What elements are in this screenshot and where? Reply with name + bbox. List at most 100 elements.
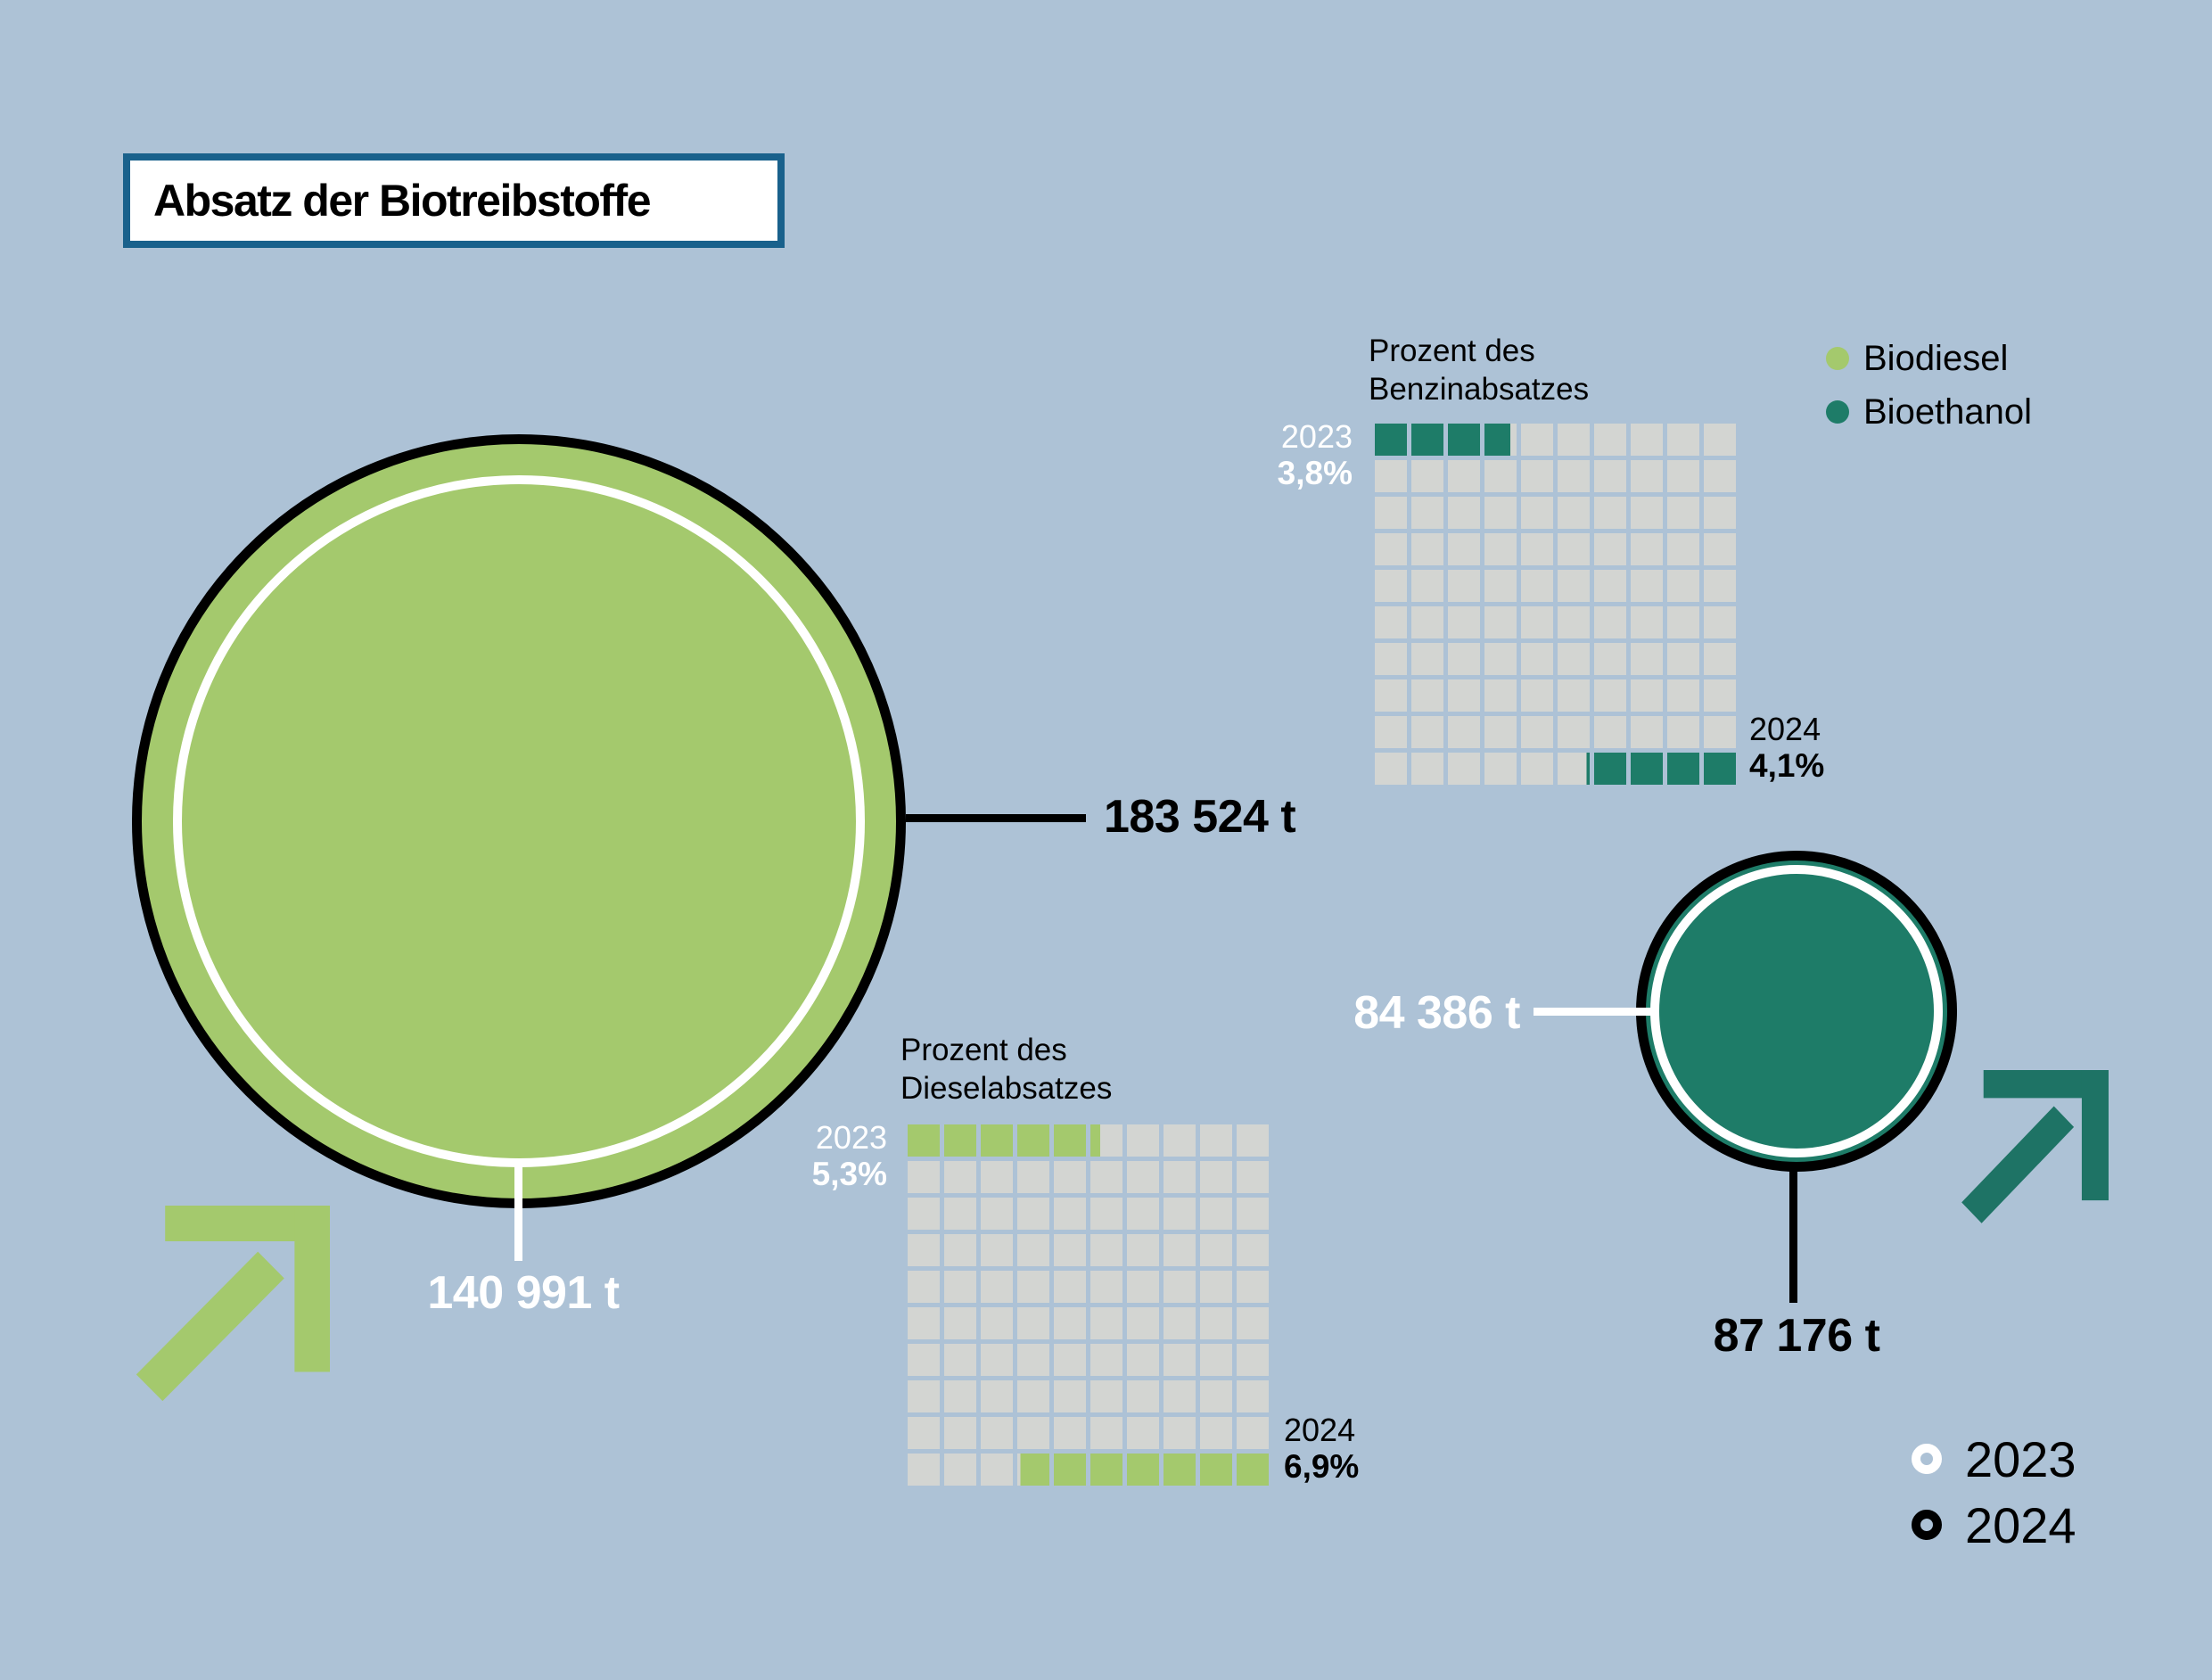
biodiesel-2023-value: 140 991 t — [427, 1267, 620, 1319]
waffle-cell — [1164, 1161, 1196, 1193]
waffle-cell — [1521, 643, 1553, 675]
waffle-cell — [1054, 1271, 1086, 1303]
waffle-cell — [1090, 1271, 1122, 1303]
waffle-cell — [1704, 570, 1736, 602]
waffle-cell — [1090, 1417, 1122, 1449]
waffle-cell — [1375, 716, 1407, 748]
waffle-cell — [1411, 679, 1443, 712]
waffle-cell — [1164, 1124, 1196, 1157]
waffle-cell — [1375, 424, 1407, 456]
waffle-cell — [1164, 1271, 1196, 1303]
growth-arrow-biodiesel-icon — [136, 1206, 330, 1402]
connector-line-bioethanol-2023 — [1534, 1008, 1656, 1016]
waffle-cell — [1054, 1234, 1086, 1266]
waffle-cell — [1484, 679, 1517, 712]
waffle-cell — [1054, 1198, 1086, 1230]
waffle-cell — [981, 1454, 1013, 1486]
waffle-cell — [1054, 1417, 1086, 1449]
waffle-diesel-2024-label: 2024 6,9% — [1284, 1412, 1359, 1485]
year-legend: 2023 2024 — [1912, 1431, 2076, 1566]
waffle-cell — [944, 1307, 976, 1339]
waffle-cell — [1127, 1198, 1159, 1230]
waffle-cell — [1484, 460, 1517, 492]
waffle-cell — [1521, 497, 1553, 529]
waffle-cell — [1484, 424, 1517, 456]
waffle-cell — [1200, 1454, 1232, 1486]
waffle-cell — [944, 1234, 976, 1266]
waffle-cell — [1448, 570, 1480, 602]
waffle-cell — [1704, 533, 1736, 565]
waffle-cell — [1558, 643, 1590, 675]
waffle-cell — [1237, 1198, 1269, 1230]
waffle-cell — [1054, 1454, 1086, 1486]
waffle-cell — [1017, 1198, 1049, 1230]
waffle-cell — [1631, 679, 1663, 712]
waffle-cell — [1484, 606, 1517, 638]
waffle-benzin-grid — [1375, 424, 1736, 785]
waffle-cell — [1631, 497, 1663, 529]
page-title: Absatz der Biotreibstoffe — [153, 176, 652, 226]
waffle-cell — [1164, 1198, 1196, 1230]
connector-line-bioethanol-2024 — [1789, 1171, 1797, 1303]
bioethanol-2024-value: 87 176 t — [1713, 1310, 1880, 1362]
waffle-cell — [1631, 643, 1663, 675]
waffle-cell — [1558, 460, 1590, 492]
waffle-cell — [944, 1344, 976, 1376]
waffle-cell — [1484, 533, 1517, 565]
waffle-cell — [1200, 1234, 1232, 1266]
waffle-cell — [1017, 1380, 1049, 1412]
waffle-cell — [1017, 1344, 1049, 1376]
waffle-benzin-title: Prozent des Benzinabsatzes — [1369, 332, 1589, 408]
waffle-cell — [1704, 606, 1736, 638]
waffle-cell — [1127, 1307, 1159, 1339]
title-box: Absatz der Biotreibstoffe — [123, 153, 785, 248]
waffle-cell — [981, 1271, 1013, 1303]
waffle-cell — [1017, 1161, 1049, 1193]
waffle-cell — [1017, 1454, 1049, 1486]
year-legend-item-2023: 2023 — [1912, 1431, 2076, 1487]
waffle-cell — [981, 1344, 1013, 1376]
fuel-legend-item-bioethanol: Bioethanol — [1826, 392, 2032, 432]
waffle-cell — [1411, 533, 1443, 565]
waffle-cell — [1090, 1307, 1122, 1339]
waffle-cell — [1558, 753, 1590, 785]
waffle-cell — [1558, 570, 1590, 602]
waffle-cell — [1631, 424, 1663, 456]
waffle-cell — [1594, 424, 1626, 456]
waffle-cell — [1237, 1234, 1269, 1266]
waffle-cell — [1667, 606, 1699, 638]
waffle-diesel-title-line2: Dieselabsatzes — [900, 1071, 1113, 1106]
waffle-cell — [1521, 716, 1553, 748]
waffle-cell — [1484, 570, 1517, 602]
waffle-cell — [1667, 424, 1699, 456]
waffle-cell — [1090, 1124, 1122, 1157]
waffle-diesel-grid — [908, 1124, 1269, 1486]
waffle-cell — [1017, 1234, 1049, 1266]
waffle-cell — [1667, 533, 1699, 565]
waffle-cell — [1411, 643, 1443, 675]
waffle-cell — [1594, 533, 1626, 565]
waffle-cell — [1631, 460, 1663, 492]
waffle-cell — [1521, 533, 1553, 565]
fuel-legend-label: Biodiesel — [1863, 338, 2009, 378]
waffle-cell — [1164, 1454, 1196, 1486]
waffle-cell — [981, 1307, 1013, 1339]
waffle-benzin-title-line1: Prozent des — [1369, 334, 1535, 368]
waffle-cell — [1237, 1271, 1269, 1303]
waffle-cell — [1375, 606, 1407, 638]
waffle-cell — [944, 1454, 976, 1486]
waffle-cell — [1594, 497, 1626, 529]
biodiesel-dot-icon — [1826, 347, 1849, 370]
waffle-cell — [1200, 1417, 1232, 1449]
waffle-cell — [1521, 679, 1553, 712]
fuel-legend: Biodiesel Bioethanol — [1826, 339, 2032, 446]
bioethanol-dot-icon — [1826, 400, 1849, 424]
waffle-cell — [1090, 1454, 1122, 1486]
waffle-cell — [1631, 570, 1663, 602]
waffle-cell — [1164, 1344, 1196, 1376]
waffle-diesel-2024-pct: 6,9% — [1284, 1448, 1360, 1485]
waffle-cell — [1237, 1344, 1269, 1376]
waffle-cell — [1411, 606, 1443, 638]
waffle-diesel-2023-year: 2023 — [815, 1119, 887, 1156]
